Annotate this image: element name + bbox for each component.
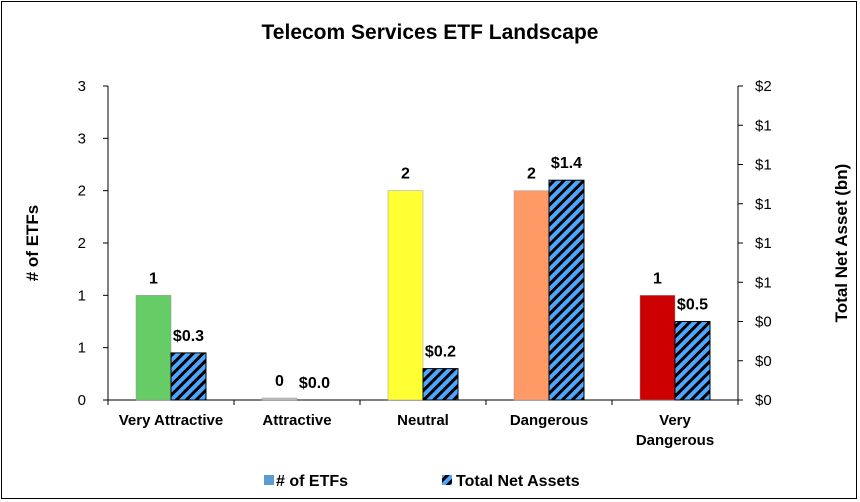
etf-count-bar [387,190,424,401]
net-assets-label: $0.2 [425,344,456,361]
net-assets-label: $0.3 [173,328,204,345]
net-assets-label: $0.0 [299,375,330,392]
y2-tick-label: $1 [755,235,772,252]
x-category-label: Neutral [397,412,449,429]
x-category-label: Very Attractive [119,412,224,429]
etf-count-label: 2 [401,166,410,183]
etf-count-bar [513,190,550,401]
y-tick-label: 3 [78,78,86,95]
chart-title: Telecom Services ETF Landscape [262,21,599,44]
y2-tick-label: $1 [755,117,772,134]
legend-label-net-assets: Total Net Assets [456,473,580,490]
etf-count-label: 1 [149,270,158,287]
y2-tick-label: $0 [755,314,772,331]
y2-axis-label: Total Net Asset (bn) [832,164,851,323]
net-assets-bar [548,179,585,401]
legend-label-etfs: # of ETFs [276,473,348,490]
etf-count-label: 2 [527,166,536,183]
y2-tick-label: $2 [755,78,772,95]
y-tick-label: 3 [78,130,86,147]
y2-tick-label: $0 [755,353,772,370]
y-tick-label: 1 [78,340,86,357]
net-assets-label: $1.4 [551,155,582,172]
y-tick-label: 2 [78,183,86,200]
x-category-label: Dangerous [510,412,588,429]
legend-swatch-etfs [264,475,274,485]
y2-tick-label: $1 [755,196,772,213]
etf-count-label: 0 [275,373,284,390]
y2-tick-label: $0 [755,392,772,409]
y-axis-label: # of ETFs [23,205,42,282]
etf-count-bar [135,295,172,401]
y2-tick-label: $1 [755,274,772,291]
x-category-label: Attractive [262,412,331,429]
y-tick-label: 0 [78,392,86,409]
y2-tick-label: $1 [755,157,772,174]
etf-count-bar [261,397,298,401]
legend-swatch-net-assets [442,475,452,485]
net-assets-label: $0.5 [677,297,708,314]
x-category-label: Very Dangerous [636,412,714,449]
etf-count-label: 1 [653,270,662,287]
net-assets-bar [422,368,459,401]
net-assets-bar [170,352,207,401]
y-tick-label: 1 [78,287,86,304]
y-tick-label: 2 [78,235,86,252]
etf-count-bar [639,295,676,401]
net-assets-bar [674,321,711,401]
